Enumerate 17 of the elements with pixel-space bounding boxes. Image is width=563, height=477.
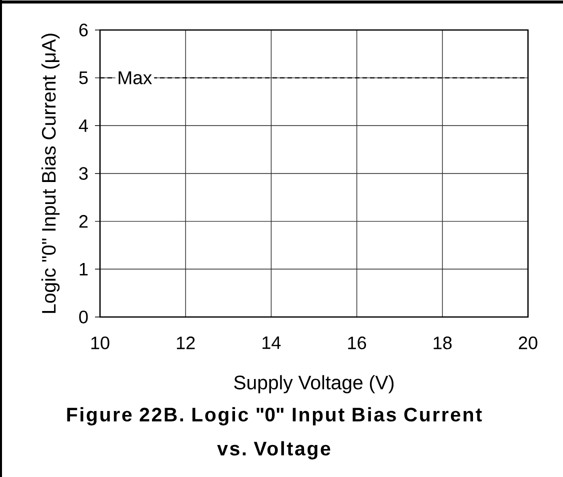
y-tick-label: 6 <box>79 24 88 36</box>
y-axis-title: Logic "0" Input Bias Current (μA) <box>41 34 60 313</box>
y-tick-label: 4 <box>78 119 88 132</box>
x-tick-label: 10 <box>91 336 110 350</box>
x-tick-label: 18 <box>434 336 452 350</box>
y-tick-label: 1 <box>80 262 88 276</box>
text: Figure 22B. Logic "0" Input Bias Current vs. Voltage <box>67 407 482 460</box>
legend-label: Max <box>118 71 152 84</box>
x-tick-label: 20 <box>518 336 538 350</box>
x-axis-title: Supply Voltage (V) <box>234 375 394 394</box>
x-tick-label: 12 <box>176 336 195 350</box>
y-tick-label: 2 <box>79 215 88 228</box>
y-tick-label: 0 <box>79 310 88 324</box>
x-tick-label: 14 <box>262 336 281 349</box>
y-tick-label: 3 <box>79 167 88 180</box>
x-tick-label: 16 <box>348 336 366 350</box>
y-tick-label: 5 <box>79 72 88 84</box>
